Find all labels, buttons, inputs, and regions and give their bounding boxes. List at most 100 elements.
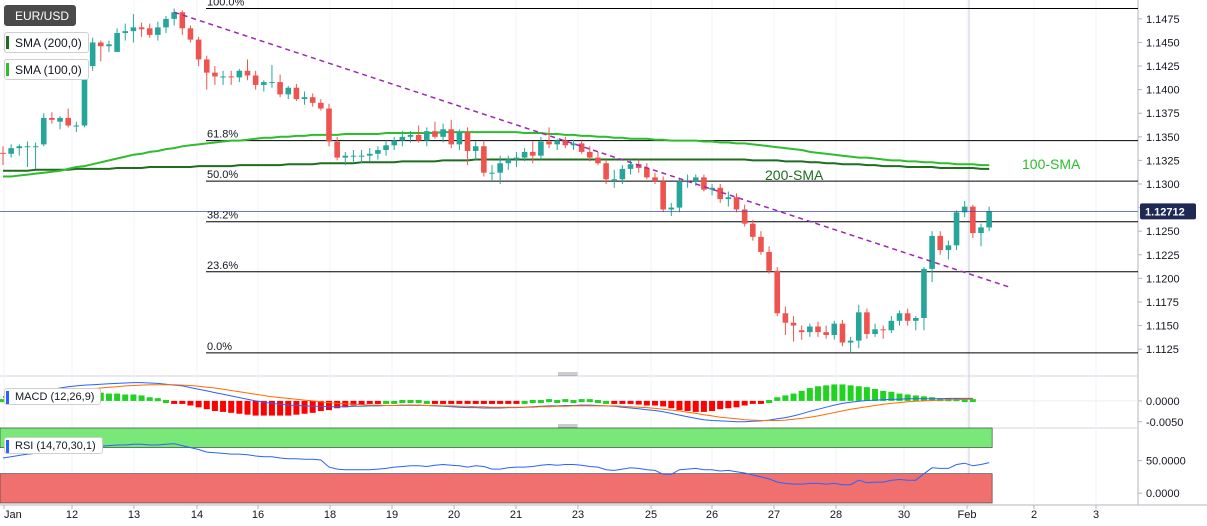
candle-up	[122, 31, 129, 34]
macd-histogram-bar	[211, 400, 218, 411]
candle-down	[195, 39, 202, 60]
price-tick-label: 1.1300	[1146, 179, 1180, 191]
candle-up	[57, 117, 63, 122]
macd-histogram-bar	[440, 400, 447, 404]
candle-up	[692, 177, 699, 182]
macd-tick-label: 0.0000	[1146, 396, 1180, 408]
macd-histogram-bar	[334, 400, 341, 409]
macd-histogram-bar	[904, 394, 911, 401]
current-price-badge	[1140, 203, 1196, 220]
macd-histogram-bar	[839, 384, 846, 401]
candle-down	[334, 141, 340, 158]
candle-up	[929, 235, 935, 269]
candle-down	[448, 129, 455, 145]
candle-up	[261, 82, 267, 85]
macd-histogram-bar	[383, 400, 390, 404]
candle-up	[627, 164, 634, 169]
time-tick-label: 23	[572, 509, 584, 521]
sma100-legend-label: SMA (100,0)	[15, 63, 82, 77]
candle-down	[203, 59, 210, 73]
macd-histogram-bar	[700, 400, 707, 412]
macd-histogram-bar	[513, 400, 520, 404]
macd-histogram-bar	[146, 397, 153, 401]
macd-histogram-bar	[798, 390, 805, 401]
candle-down	[880, 329, 886, 331]
macd-legend[interactable]: MACD (12,26,9)	[4, 388, 102, 405]
macd-histogram-bar	[725, 400, 732, 409]
macd-histogram-bar	[611, 400, 618, 404]
price-tick-label: 1.1475	[1146, 14, 1180, 26]
macd-histogram-bar	[154, 398, 161, 402]
candle-up	[807, 326, 813, 333]
sma200-line	[3, 158, 990, 172]
macd-histogram-bar	[203, 400, 210, 410]
time-tick-label: Feb	[958, 509, 977, 521]
macd-histogram-bar	[537, 400, 544, 403]
time-tick-label: 2	[1031, 509, 1037, 521]
macd-legend-label: MACD (12,26,9)	[15, 391, 95, 403]
macd-histogram-bar	[676, 400, 683, 411]
candle-down	[717, 187, 723, 200]
candle-up	[831, 323, 838, 335]
candle-down	[0, 152, 6, 154]
candle-down	[228, 76, 234, 78]
macd-histogram-bar	[766, 400, 773, 403]
candle-up	[668, 207, 675, 210]
candle-down	[562, 140, 569, 146]
rsi-legend[interactable]: RSI (14,70,30,1)	[4, 437, 103, 454]
candle-down	[635, 164, 642, 168]
macd-tick-label: -0.0050	[1146, 417, 1183, 429]
macd-histogram-bar	[733, 400, 740, 408]
sma100-legend[interactable]: SMA (100,0)	[4, 59, 89, 80]
fib-level-label: 50.0%	[207, 169, 238, 181]
candle-up	[8, 148, 14, 154]
macd-histogram-bar	[806, 388, 813, 401]
candle-up	[913, 317, 919, 321]
macd-histogram-bar	[114, 393, 121, 401]
macd-histogram-bar	[489, 400, 495, 404]
candle-down	[415, 134, 422, 141]
candle-up	[301, 97, 308, 100]
rsi-oversold-band	[0, 473, 993, 504]
macd-histogram-bar	[757, 400, 764, 404]
price-tick-label: 1.1200	[1146, 273, 1180, 285]
macd-histogram-bar	[374, 400, 381, 404]
macd-histogram-bar	[472, 400, 479, 404]
candle-up	[383, 145, 389, 151]
macd-histogram-bar	[122, 394, 129, 401]
fib-level-label: 23.6%	[207, 260, 238, 272]
macd-histogram-bar	[684, 400, 691, 411]
candle-up	[978, 227, 984, 234]
macd-histogram-bar	[505, 400, 512, 404]
candle-up	[953, 212, 960, 246]
candle-up	[171, 12, 177, 19]
macd-histogram-bar	[863, 387, 870, 401]
macd-histogram-bar	[896, 393, 903, 401]
candle-down	[782, 313, 789, 323]
fib-level-label: 61.8%	[207, 129, 238, 141]
candle-up	[472, 146, 479, 151]
candle-down	[187, 28, 194, 40]
candle-down	[750, 223, 756, 237]
macd-histogram-bar	[228, 400, 235, 413]
candle-up	[285, 87, 292, 95]
candle-up	[513, 157, 520, 160]
macd-histogram-bar	[554, 400, 561, 403]
candle-down	[277, 82, 283, 95]
macd-histogram-bar	[448, 400, 455, 404]
sma200-legend[interactable]: SMA (200,0)	[4, 32, 89, 53]
symbol-legend[interactable]: EUR/USD	[4, 5, 77, 26]
macd-histogram-bar	[717, 400, 724, 410]
candle-up	[725, 197, 732, 200]
sma100-line	[3, 131, 990, 178]
candle-down	[766, 251, 772, 271]
macd-histogram-bar	[969, 399, 976, 403]
candle-up	[945, 245, 952, 251]
rsi-swatch	[6, 440, 9, 453]
candle-up	[81, 66, 88, 126]
macd-histogram-bar	[171, 400, 178, 404]
macd-histogram-bar	[872, 389, 879, 401]
macd-histogram-bar	[391, 400, 398, 404]
macd-histogram-bar	[521, 400, 528, 404]
macd-histogram-bar	[570, 400, 577, 403]
